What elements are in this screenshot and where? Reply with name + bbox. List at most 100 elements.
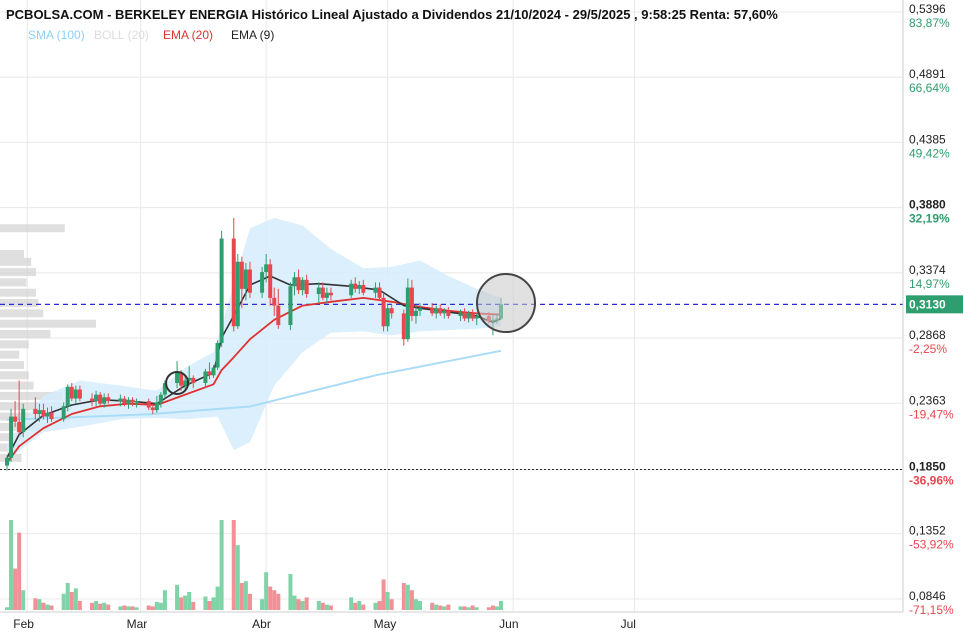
sma100-line xyxy=(6,349,502,421)
x-tick-label: May xyxy=(374,617,397,631)
volume-bar xyxy=(45,604,50,610)
volume-bar xyxy=(409,590,414,610)
volume-bar xyxy=(349,597,354,610)
candle-body xyxy=(304,279,309,295)
volume-bar xyxy=(219,520,224,610)
volume-bar xyxy=(377,601,382,610)
legend-boll20[interactable]: BOLL (20) xyxy=(94,28,149,42)
volume-bar xyxy=(187,592,192,610)
pct-tick-label: 49,42% xyxy=(909,146,950,160)
candle-body xyxy=(381,297,386,327)
volume-bar xyxy=(490,605,495,610)
volume-bar xyxy=(207,601,212,610)
volume-bar xyxy=(499,601,503,610)
volume-bar xyxy=(292,595,297,610)
volume-bar xyxy=(247,593,252,610)
volume-bar xyxy=(5,607,9,610)
candle-body xyxy=(203,371,208,384)
volume-bar xyxy=(385,592,390,610)
x-tick-label: Jul xyxy=(621,617,636,631)
volume-bar xyxy=(21,590,26,610)
candle-body xyxy=(207,371,212,376)
y-tick-label: 0,4385 xyxy=(909,132,946,146)
pct-tick-label: -71,15% xyxy=(909,603,954,617)
candle-body xyxy=(300,279,305,291)
candle-body xyxy=(154,402,159,411)
volume-bar xyxy=(260,599,265,610)
volume-bar xyxy=(211,597,216,610)
bollinger-area xyxy=(7,217,501,461)
candle-body xyxy=(264,264,269,273)
volume-bar xyxy=(41,602,46,610)
volume-bar xyxy=(150,606,155,610)
volume-bar xyxy=(434,604,439,610)
y-tick-label: 0,2868 xyxy=(909,328,946,342)
volume-bar xyxy=(158,602,163,610)
volume-bar xyxy=(486,607,491,610)
candle-body xyxy=(5,457,9,466)
candle-body xyxy=(21,408,26,433)
candle-body xyxy=(179,372,184,386)
volume-bar xyxy=(438,605,443,610)
pct-tick-label: 66,64% xyxy=(909,81,950,95)
candle-body xyxy=(418,308,423,311)
candle-body xyxy=(126,399,131,404)
volume-bar xyxy=(405,584,410,610)
candle-body xyxy=(17,421,22,433)
volume-bar xyxy=(118,606,123,610)
legend-ema20[interactable]: EMA (20) xyxy=(163,28,213,42)
volume-profile-bar xyxy=(0,330,51,339)
highlight-circle-small xyxy=(165,371,190,396)
chart-title: PCBOLSA.COM - BERKELEY ENERGIA Histórico… xyxy=(6,7,778,22)
y-tick-label: 0,5396 xyxy=(909,2,946,16)
legend: SMA (100) BOLL (20) EMA (20) EMA (9) xyxy=(28,28,274,42)
candle-body xyxy=(146,401,151,408)
volume-bar xyxy=(49,605,54,610)
volume-bar xyxy=(162,590,167,610)
candle-body xyxy=(134,401,139,403)
bollinger-band xyxy=(7,217,501,461)
candle-body xyxy=(235,261,240,327)
volume-bar xyxy=(328,605,333,610)
candle-body xyxy=(377,287,382,298)
candle-body xyxy=(328,292,333,296)
x-tick-label: Jun xyxy=(499,617,518,631)
pct-tick-label: -53,92% xyxy=(909,538,954,552)
volume-bar xyxy=(9,520,14,610)
volume-profile-bar xyxy=(0,288,36,297)
candle-body xyxy=(320,287,325,298)
volume-bar xyxy=(13,568,18,610)
candle-body xyxy=(90,398,95,402)
candle-body xyxy=(413,310,418,316)
candle-body xyxy=(405,287,410,340)
candle-body xyxy=(361,284,366,293)
volume-bar xyxy=(203,596,208,610)
volume-bar xyxy=(239,583,244,610)
last-price-label: 0,3130 xyxy=(909,297,946,311)
volume-bar xyxy=(61,593,66,610)
legend-ema9[interactable]: EMA (9) xyxy=(231,28,274,42)
volume-bar xyxy=(243,581,248,610)
candle-body xyxy=(442,310,447,314)
volume-bar xyxy=(235,545,240,610)
candle-body xyxy=(438,308,443,314)
volume-profile-bar xyxy=(0,340,29,349)
volume-bar xyxy=(466,607,471,610)
volume-bar xyxy=(37,599,42,610)
volume-bar xyxy=(134,607,139,610)
legend-sma100[interactable]: SMA (100) xyxy=(28,28,85,42)
x-tick-label: Abr xyxy=(252,617,271,631)
y-tick-label: 0,1352 xyxy=(909,524,946,538)
candle-body xyxy=(61,406,66,420)
pct-tick-label: -19,47% xyxy=(909,407,954,421)
candle-body xyxy=(9,416,14,458)
pct-tick-label: 32,19% xyxy=(909,212,950,226)
candle-body xyxy=(276,305,281,325)
candle-body xyxy=(98,394,103,404)
volume-bar xyxy=(264,572,269,610)
volume-bar xyxy=(353,602,358,610)
x-tick-label: Mar xyxy=(127,617,148,631)
volume-bar xyxy=(183,595,188,610)
candle-body xyxy=(130,399,135,403)
